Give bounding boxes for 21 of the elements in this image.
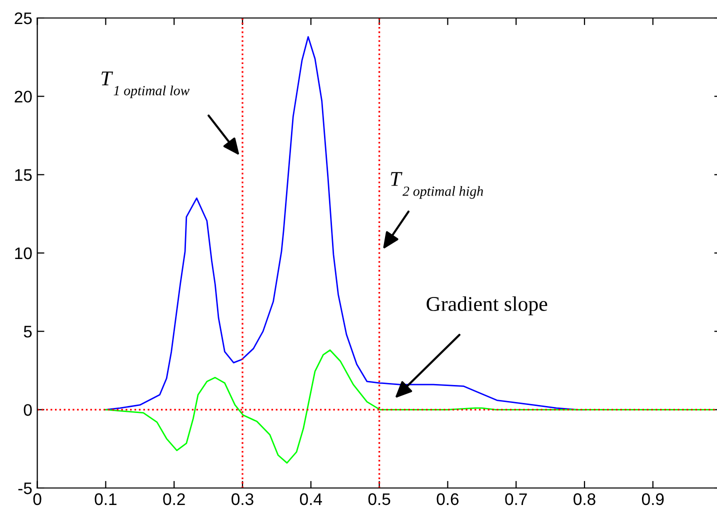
x-tick-label: 0 bbox=[33, 493, 42, 506]
x-tick-label: 0.2 bbox=[163, 493, 185, 506]
annotation: T1 optimal low bbox=[102, 72, 190, 98]
x-tick-label: 0.4 bbox=[300, 493, 322, 506]
y-tick-label: 15 bbox=[15, 169, 32, 181]
y-tick-label: 0 bbox=[24, 404, 32, 416]
x-tick-label: 0.9 bbox=[642, 493, 664, 506]
y-tick-label: -5 bbox=[18, 482, 32, 494]
y-tick-label: 20 bbox=[14, 90, 32, 103]
annotation: Gradient slope bbox=[426, 296, 548, 316]
x-tick-label: 0.5 bbox=[368, 493, 390, 506]
line-series bbox=[105, 349, 716, 464]
y-tick-label: 10 bbox=[15, 247, 32, 260]
y-tick-label: 25 bbox=[14, 12, 32, 24]
annotation: T2 optimal high bbox=[390, 172, 483, 199]
x-tick-label: 0.3 bbox=[232, 493, 254, 506]
x-tick-label: 0.7 bbox=[505, 493, 527, 506]
y-tick-label: 5 bbox=[24, 326, 32, 338]
x-tick-label: 0.1 bbox=[94, 493, 116, 506]
x-tick-label: 0.8 bbox=[574, 493, 596, 506]
x-tick-label: 0.6 bbox=[436, 493, 459, 506]
